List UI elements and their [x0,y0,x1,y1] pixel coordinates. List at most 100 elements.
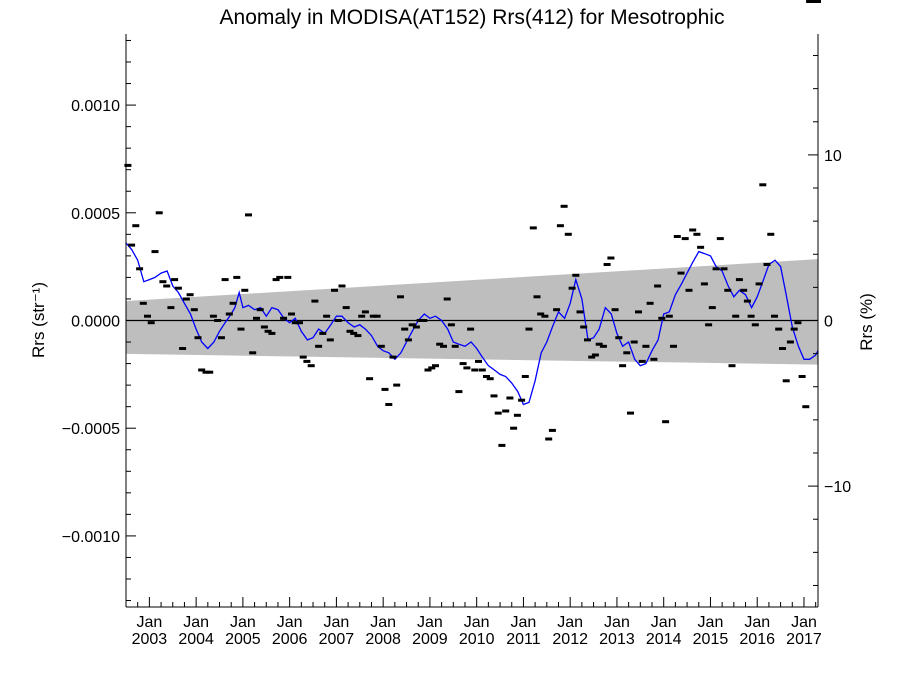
anomaly-point [740,288,748,292]
confidence-band [126,259,818,365]
x-tick-label-year: 2011 [506,631,541,648]
anomaly-point [697,245,705,249]
anomaly-point [159,280,167,284]
axes-layer: 0.0010 0.0005 0.0000 −0.0005 −0.0010 10 0 −10 Ja… [62,34,851,648]
anomaly-point [404,338,412,342]
anomaly-point [802,405,810,409]
x-tick-label-month: Jan [324,614,350,631]
anomaly-point [381,387,389,391]
anomaly-point [221,278,229,282]
x-tick-label-year: 2007 [319,631,355,648]
anomaly-point [139,301,147,305]
anomaly-point [299,355,307,359]
anomaly-point [326,338,334,342]
anomaly-point [436,342,444,346]
anomaly-point [202,370,210,374]
anomaly-point [708,306,716,310]
anomaly-point [151,250,159,254]
anomaly-point [486,377,494,381]
anomaly-point [268,331,276,335]
x-tick-label-year: 2003 [132,631,168,648]
anomaly-point [560,204,568,208]
x-tick-label-month: Jan [651,614,677,631]
anomaly-point [147,321,155,325]
anomaly-point [132,224,140,228]
x-tick-label-year: 2013 [599,631,635,648]
anomaly-point [553,308,561,312]
anomaly-point [782,379,790,383]
x-tick-label-month: Jan [511,614,537,631]
anomaly-point [342,306,350,310]
x-tick-label-month: Jan [136,614,162,631]
anomaly-point [167,306,175,310]
anomaly-point [475,359,482,363]
anomaly-point [506,396,514,400]
anomaly-point [408,323,416,327]
anomaly-point [755,282,763,286]
anomaly-point [630,340,638,344]
y-axis-label-right: Rrs (%) [857,293,876,351]
anomaly-point [541,314,549,318]
anomaly-point [190,308,198,312]
anomaly-point [245,213,252,217]
anomaly-point [521,375,529,378]
y-tick-label-right: −10 [824,479,851,496]
anomaly-point [128,243,136,247]
anomaly-point [794,321,802,325]
anomaly-point [747,314,755,318]
anomaly-point [564,232,572,236]
anomaly-point [767,232,775,236]
anomaly-point [459,362,467,366]
anomaly-point [654,284,662,288]
x-tick-label-month: Jan [464,614,490,631]
anomaly-point [705,323,713,327]
anomaly-point [291,321,299,325]
anomaly-point [685,288,693,292]
anomaly-point [572,273,580,277]
x-tick-label-year: 2006 [272,631,308,648]
anomaly-point [662,420,670,424]
anomaly-point [209,314,217,318]
x-tick-label-year: 2009 [412,631,448,648]
anomaly-point [237,327,245,331]
anomaly-point [272,278,280,282]
anomaly-point [163,284,171,288]
anomaly-point [716,237,724,241]
anomaly-point [440,344,447,348]
anomaly-point [529,226,537,230]
x-tick-label-month: Jan [791,614,817,631]
anomaly-point [424,368,432,372]
x-tick-label-year: 2015 [693,631,729,648]
anomaly-point [443,297,451,301]
anomaly-point [377,344,385,348]
anomaly-point [455,390,463,394]
anomaly-point [432,364,439,368]
anomaly-point [650,357,658,361]
anomaly-point [280,316,288,320]
anomaly-point [361,310,369,314]
anomaly-point [611,308,619,312]
anomaly-point [556,224,564,228]
anomaly-point [198,368,206,372]
x-tick-label-year: 2008 [365,631,401,648]
anomaly-point [735,278,743,282]
anomaly-point [428,366,436,370]
anomaly-point [603,263,611,266]
anomaly-point [350,331,358,335]
anomaly-point [533,295,541,299]
y-tick-label-left: 0.0010 [71,98,120,115]
anomaly-point [720,267,728,271]
anomaly-point [136,267,144,271]
anomaly-point [635,310,642,314]
y-tick-label-left: 0.0000 [71,314,120,331]
smoothed-series-layer [125,242,819,406]
anomaly-point [229,301,237,305]
x-tick-label-year: 2010 [459,631,495,648]
anomaly-point [483,375,490,378]
anomaly-point [155,211,163,215]
y-tick-label-left: −0.0005 [62,421,120,438]
anomaly-point [779,347,786,350]
anomaly-point [545,437,553,441]
anomaly-point [513,413,521,417]
y-tick-label-right: 0 [824,314,833,331]
